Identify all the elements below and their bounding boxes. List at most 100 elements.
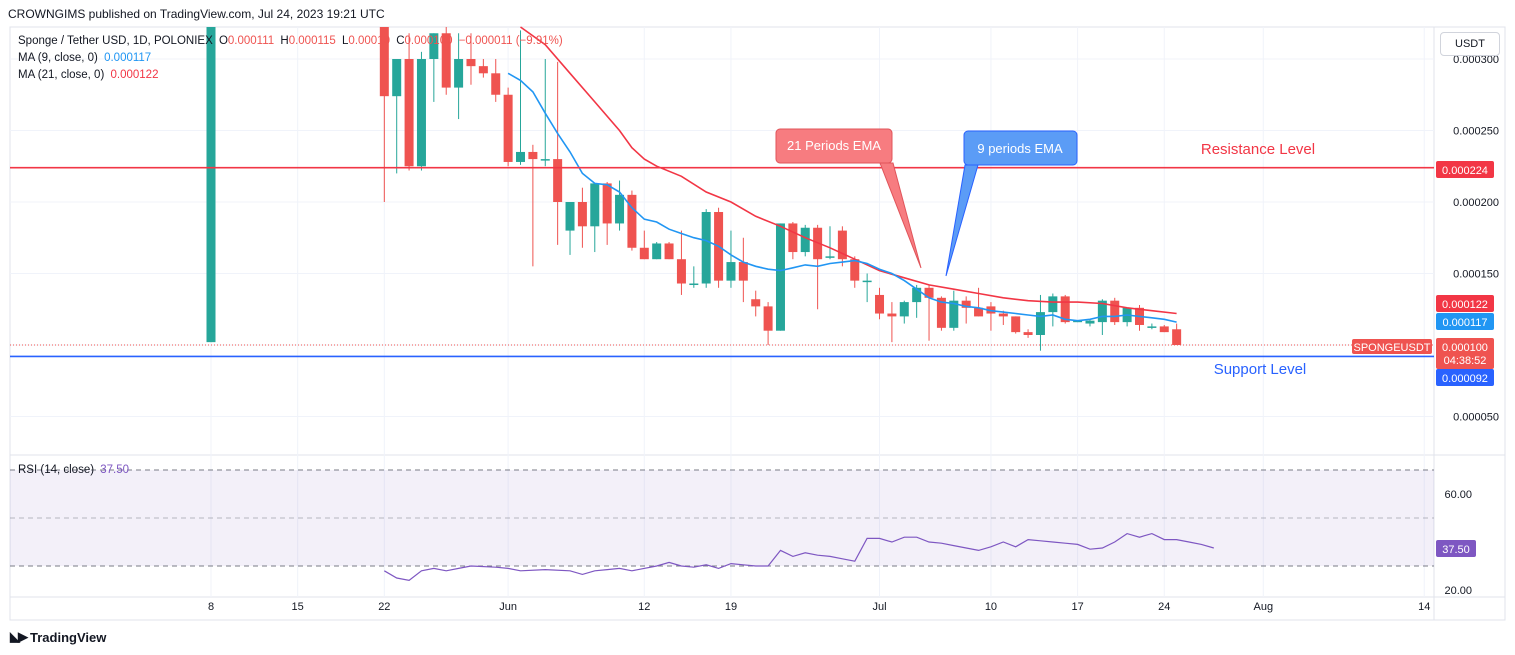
candle[interactable] [454, 33, 464, 120]
candle[interactable] [726, 230, 736, 288]
candle[interactable] [738, 237, 748, 303]
candle-body [936, 297, 946, 328]
candle[interactable] [1122, 307, 1132, 327]
candle[interactable] [1048, 293, 1058, 327]
candle-countdown: 04:38:52 [1444, 355, 1487, 367]
candle[interactable] [1035, 294, 1045, 351]
candle-body [763, 306, 773, 331]
candle[interactable] [862, 273, 872, 303]
candle[interactable] [1172, 323, 1182, 345]
candle[interactable] [825, 226, 835, 260]
candle[interactable] [998, 310, 1008, 325]
candle[interactable] [553, 61, 563, 245]
ema21-callout[interactable]: 21 Periods EMA [775, 128, 922, 269]
ma21-legend[interactable]: MA (21, close, 0) 0.000122 [18, 69, 161, 81]
candle[interactable] [1085, 319, 1095, 327]
candle-body [404, 59, 414, 167]
candle[interactable] [751, 290, 761, 317]
candle[interactable] [404, 33, 414, 171]
candle[interactable] [516, 30, 525, 165]
candle[interactable] [1011, 316, 1021, 334]
candle[interactable] [416, 51, 426, 171]
candle[interactable] [528, 144, 538, 267]
rsi-legend-value: 37.50 [100, 464, 130, 476]
candle[interactable] [775, 223, 785, 331]
candle[interactable] [701, 209, 711, 288]
candle[interactable] [676, 230, 686, 295]
candle[interactable] [441, 27, 451, 95]
rsi-legend-label: RSI (14, close) [18, 464, 95, 476]
candle[interactable] [887, 302, 897, 343]
x-tick-label: 19 [725, 601, 737, 613]
ema9-callout-text: 9 periods EMA [977, 141, 1063, 156]
candle[interactable] [788, 222, 798, 260]
candle[interactable] [1110, 297, 1120, 325]
rsi-legend[interactable]: RSI (14, close) 37.50 [18, 464, 132, 476]
ma21-legend-value: 0.000122 [110, 69, 159, 81]
candle-body [1147, 326, 1157, 328]
candle[interactable] [664, 242, 674, 260]
candle[interactable] [466, 33, 476, 85]
candle[interactable] [763, 302, 773, 345]
candle[interactable] [379, 27, 389, 202]
x-tick-label: 14 [1418, 601, 1430, 613]
ma9-line [507, 72, 1177, 323]
candle[interactable] [206, 27, 216, 343]
candle-body [379, 27, 389, 97]
candle-body [664, 243, 674, 260]
tradingview-logo[interactable]: ◣▶ TradingView [10, 629, 106, 645]
rsi-line [383, 532, 1214, 582]
candle[interactable] [478, 59, 488, 78]
candle[interactable] [1159, 324, 1169, 333]
candle[interactable] [850, 256, 860, 288]
candle-body [788, 223, 798, 253]
candle[interactable] [961, 296, 971, 324]
candle[interactable] [577, 187, 587, 248]
candle-body [454, 59, 464, 88]
candle-body [1023, 332, 1033, 335]
rsi-y-tick-label: 60.00 [1444, 489, 1472, 501]
candle[interactable] [652, 242, 662, 260]
candle[interactable] [837, 226, 847, 267]
symbol-title: Sponge / Tether USD, 1D, POLONIEX [18, 35, 213, 47]
svg-text:37.50: 37.50 [1442, 544, 1470, 556]
candle[interactable] [627, 190, 637, 251]
candle[interactable] [503, 87, 513, 167]
candle[interactable] [924, 284, 934, 341]
ma21-legend-label: MA (21, close, 0) [18, 69, 105, 81]
candle[interactable] [875, 287, 885, 320]
candle[interactable] [565, 202, 575, 255]
candle[interactable] [615, 180, 625, 231]
candle[interactable] [590, 183, 600, 253]
candle-body [974, 307, 984, 317]
y-tick-label: 0.000150 [1453, 269, 1499, 281]
candle-body [676, 259, 686, 284]
candle-body [726, 262, 736, 281]
candle[interactable] [429, 33, 439, 102]
candle-body [837, 230, 847, 260]
candle-body [1035, 312, 1045, 335]
candle[interactable] [491, 59, 501, 102]
x-tick-label: 24 [1158, 601, 1170, 613]
candle[interactable] [1147, 323, 1157, 330]
currency-button[interactable]: USDT [1440, 32, 1500, 56]
candle[interactable] [689, 266, 699, 288]
candle[interactable] [602, 181, 612, 245]
candle[interactable] [392, 59, 402, 174]
candle[interactable] [986, 302, 996, 331]
ema9-callout[interactable]: 9 periods EMA [945, 130, 1078, 277]
candle[interactable] [639, 230, 649, 260]
candle[interactable] [1023, 329, 1033, 338]
candle-body [1085, 320, 1095, 324]
ma9-legend[interactable]: MA (9, close, 0) 0.000117 [18, 52, 154, 64]
candle-body [206, 27, 216, 343]
candle-body [491, 73, 501, 95]
candle[interactable] [949, 290, 959, 331]
candle-body [652, 243, 662, 260]
candle[interactable] [800, 224, 810, 257]
candle[interactable] [899, 300, 909, 324]
candle[interactable] [974, 287, 984, 317]
ema21-callout-text: 21 Periods EMA [787, 138, 881, 153]
candle[interactable] [912, 284, 922, 318]
